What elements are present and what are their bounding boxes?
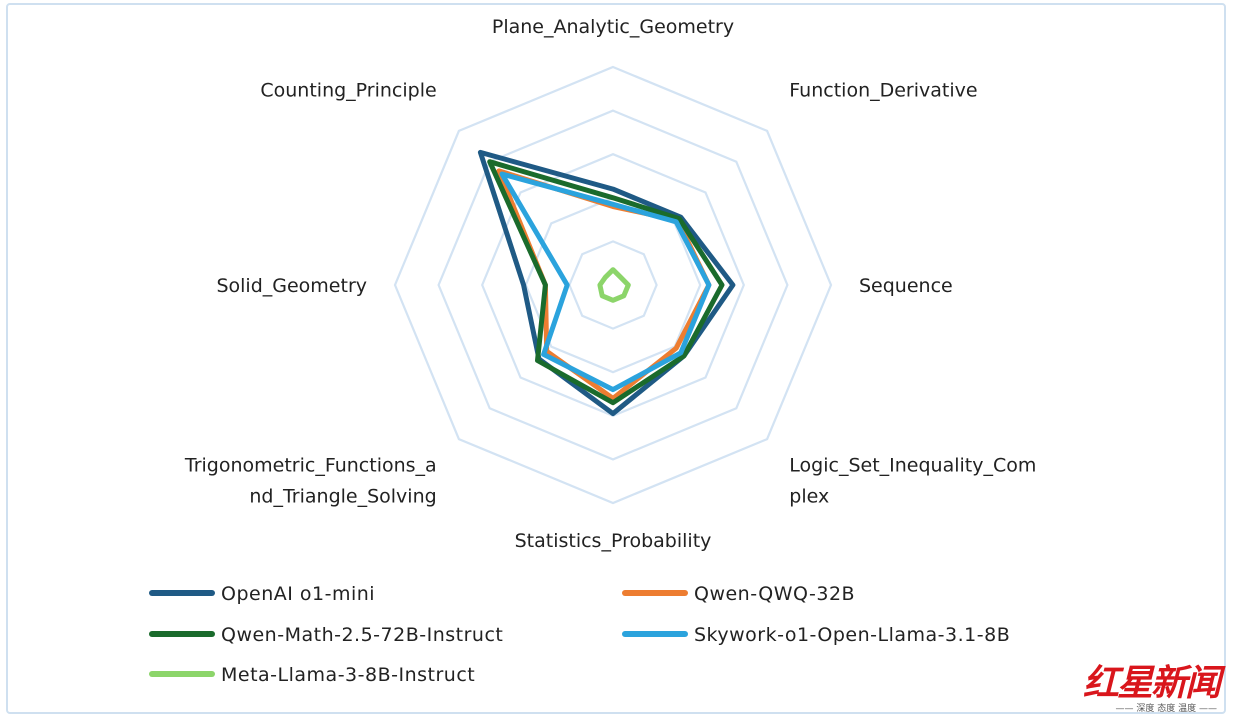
watermark-sub-text: —— 深度 态度 温度 —— — [1115, 704, 1217, 714]
axis-labels: Plane_Analytic_Geometry Function_Derivati… — [184, 16, 1036, 552]
series-line-5 — [597, 267, 631, 303]
axis-label-4: Logic_Set_Inequality_Com plex — [789, 454, 1036, 507]
series-line-3 — [487, 159, 725, 406]
grid-ring-1 — [568, 240, 658, 330]
axis-label-7: Solid_Geometry — [216, 275, 367, 297]
grid-ring-2 — [524, 196, 702, 374]
axis-label-5: Statistics_Probability — [515, 530, 712, 552]
legend-label-4: Skywork-o1-Open-Llama-3.1-8B — [694, 624, 1010, 646]
axis-label-2: Function_Derivative — [789, 80, 977, 102]
axis-label-1: Plane_Analytic_Geometry — [492, 16, 734, 38]
axis-label-3: Sequence — [859, 275, 953, 297]
watermark-main-text: 红星新闻 — [1082, 662, 1221, 704]
legend-label-2: Qwen-QWQ-32B — [694, 583, 855, 605]
radar-series — [477, 149, 736, 417]
axis-label-8: Counting_Principle — [260, 80, 436, 102]
legend-label-1: OpenAI o1-mini — [221, 583, 375, 605]
series-line-1 — [477, 149, 736, 417]
axis-label-6: Trigonometric_Functions_a nd_Triangle_Sol… — [184, 454, 437, 507]
grid-ring-5 — [393, 65, 833, 505]
radar-grid — [393, 65, 833, 505]
grid-ring-4 — [437, 109, 789, 461]
watermark-logo: 红星新闻 —— 深度 态度 温度 —— — [1083, 654, 1221, 714]
series-line-4 — [499, 171, 712, 393]
legend-label-3: Qwen-Math-2.5-72B-Instruct — [221, 624, 503, 646]
legend-label-5: Meta-Llama-3-8B-Instruct — [221, 664, 475, 686]
legend: OpenAI o1-mini Qwen-QWQ-32B Qwen-Math-2.5-… — [149, 583, 1010, 686]
